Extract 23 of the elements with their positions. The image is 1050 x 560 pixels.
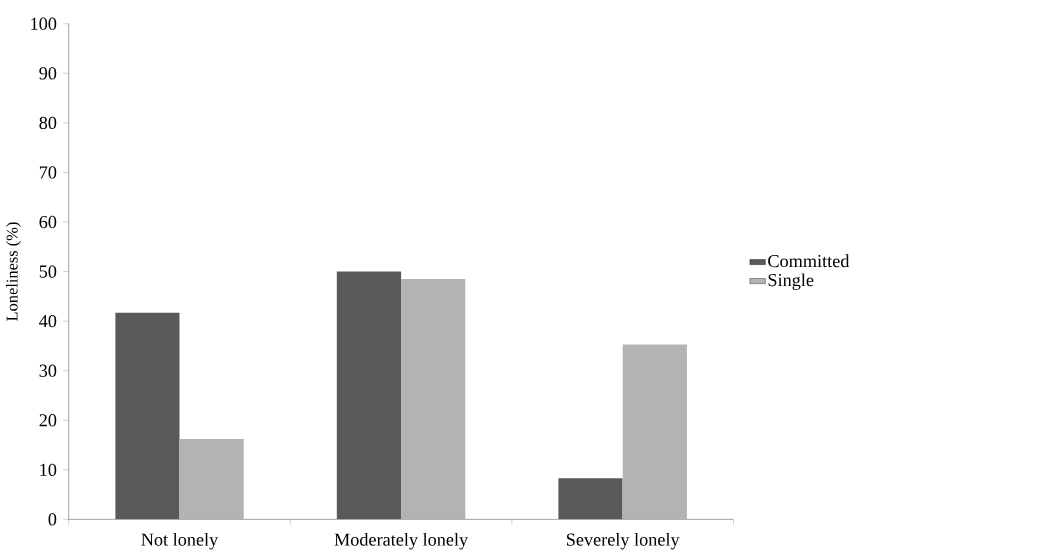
bar bbox=[558, 478, 623, 520]
y-tick-label: 100 bbox=[31, 17, 57, 31]
y-tick-label: 0 bbox=[48, 513, 57, 526]
x-tick-label: Severely lonely bbox=[566, 533, 680, 550]
legend-label: Single bbox=[768, 273, 814, 291]
y-axis-title: Loneliness (%) bbox=[6, 222, 21, 322]
y-tick-label: 60 bbox=[39, 216, 57, 229]
bar bbox=[622, 344, 687, 520]
legend-label: Committed bbox=[768, 254, 850, 268]
y-tick-label: 90 bbox=[39, 67, 57, 80]
y-tick-label: 20 bbox=[39, 414, 57, 427]
bar bbox=[401, 279, 466, 520]
bar bbox=[115, 312, 180, 520]
y-tick-label: 40 bbox=[39, 315, 57, 328]
y-tick-label: 50 bbox=[39, 265, 57, 278]
x-tick-label: Not lonely bbox=[141, 533, 219, 550]
y-tick-label: 30 bbox=[39, 364, 57, 378]
y-tick-label: 10 bbox=[40, 463, 57, 477]
x-tick-label: Moderately lonely bbox=[334, 533, 469, 550]
bar bbox=[179, 439, 244, 520]
y-tick-label: 80 bbox=[39, 116, 57, 130]
y-tick-label: 70 bbox=[39, 166, 57, 179]
bar bbox=[336, 271, 402, 520]
